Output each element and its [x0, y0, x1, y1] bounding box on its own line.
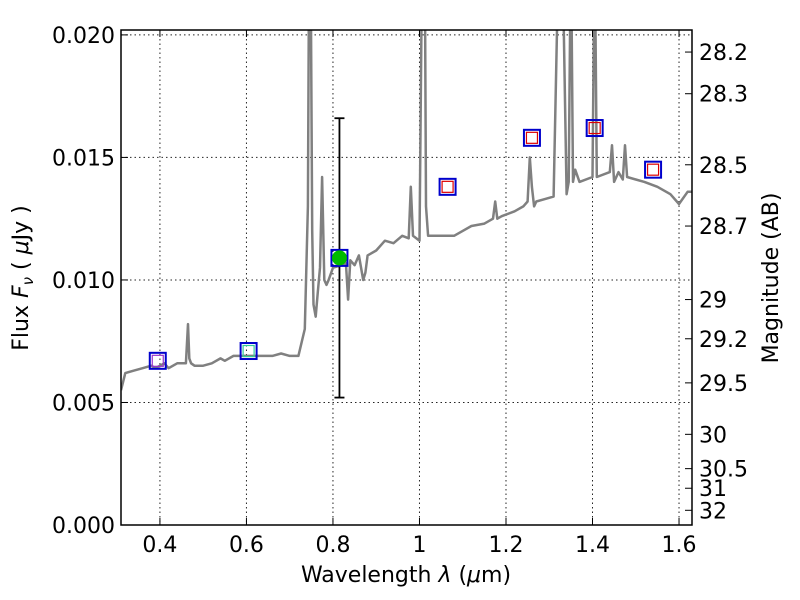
- x-tick-label: 1.6: [662, 533, 697, 558]
- y-tick-label: 0.000: [52, 514, 115, 539]
- observed-point: [585, 119, 604, 138]
- model-point: [441, 180, 454, 193]
- highlight-point: [331, 250, 347, 266]
- x-tick-label: 0.8: [315, 533, 350, 558]
- model-point: [646, 163, 660, 176]
- y-tick-label: 0.020: [52, 24, 115, 49]
- x-tick-label: 1.4: [575, 533, 610, 558]
- x-axis-title: Wavelength λ (μm): [301, 563, 511, 588]
- grid-lines: [121, 30, 692, 525]
- x-tick-label: 1.2: [488, 533, 523, 558]
- spectrum-line: [121, 30, 692, 391]
- axis-layer: 0.4 0.6 0.8 1 1.2 1.4 1.6 0.000 0.005 0.010 0.015 0…: [52, 24, 748, 558]
- mag-tick-label: 29.5: [699, 372, 748, 397]
- series-layer: [121, 30, 692, 391]
- x-tick-label: 0.4: [142, 533, 177, 558]
- observed-point: [239, 342, 258, 361]
- mag-tick-label: 28.5: [699, 154, 748, 179]
- x-tick-label: 1: [412, 533, 426, 558]
- observed-point: [522, 128, 541, 147]
- model-point: [525, 131, 539, 144]
- right-axis-title: Magnitude (AB): [759, 193, 784, 364]
- x-tick-label: 0.6: [229, 533, 264, 558]
- marker-layer: [148, 117, 663, 399]
- mag-tick-label: 30.5: [699, 458, 748, 483]
- model-point: [242, 344, 255, 358]
- y-tick-label: 0.005: [52, 391, 115, 416]
- observed-point: [330, 248, 349, 267]
- mag-tick-label: 29: [699, 289, 727, 314]
- mag-tick-label: 31: [699, 477, 727, 502]
- y-axis-title: Flux Fν ( μJy ): [9, 205, 37, 350]
- model-point: [588, 121, 601, 135]
- plot-frame: [120, 29, 693, 526]
- observed-point: [438, 177, 457, 196]
- observed-point: [148, 351, 167, 370]
- mag-tick-label: 30: [699, 423, 727, 448]
- model-point: [151, 354, 164, 367]
- mag-tick-label: 32: [699, 499, 727, 524]
- mag-tick-label: 29.2: [699, 328, 748, 353]
- y-tick-label: 0.015: [52, 146, 115, 171]
- mag-tick-label: 28.7: [699, 215, 748, 240]
- observed-point: [644, 160, 663, 179]
- mag-tick-label: 28.2: [699, 41, 748, 66]
- mag-tick-label: 28.3: [699, 83, 748, 108]
- y-tick-label: 0.010: [52, 269, 115, 294]
